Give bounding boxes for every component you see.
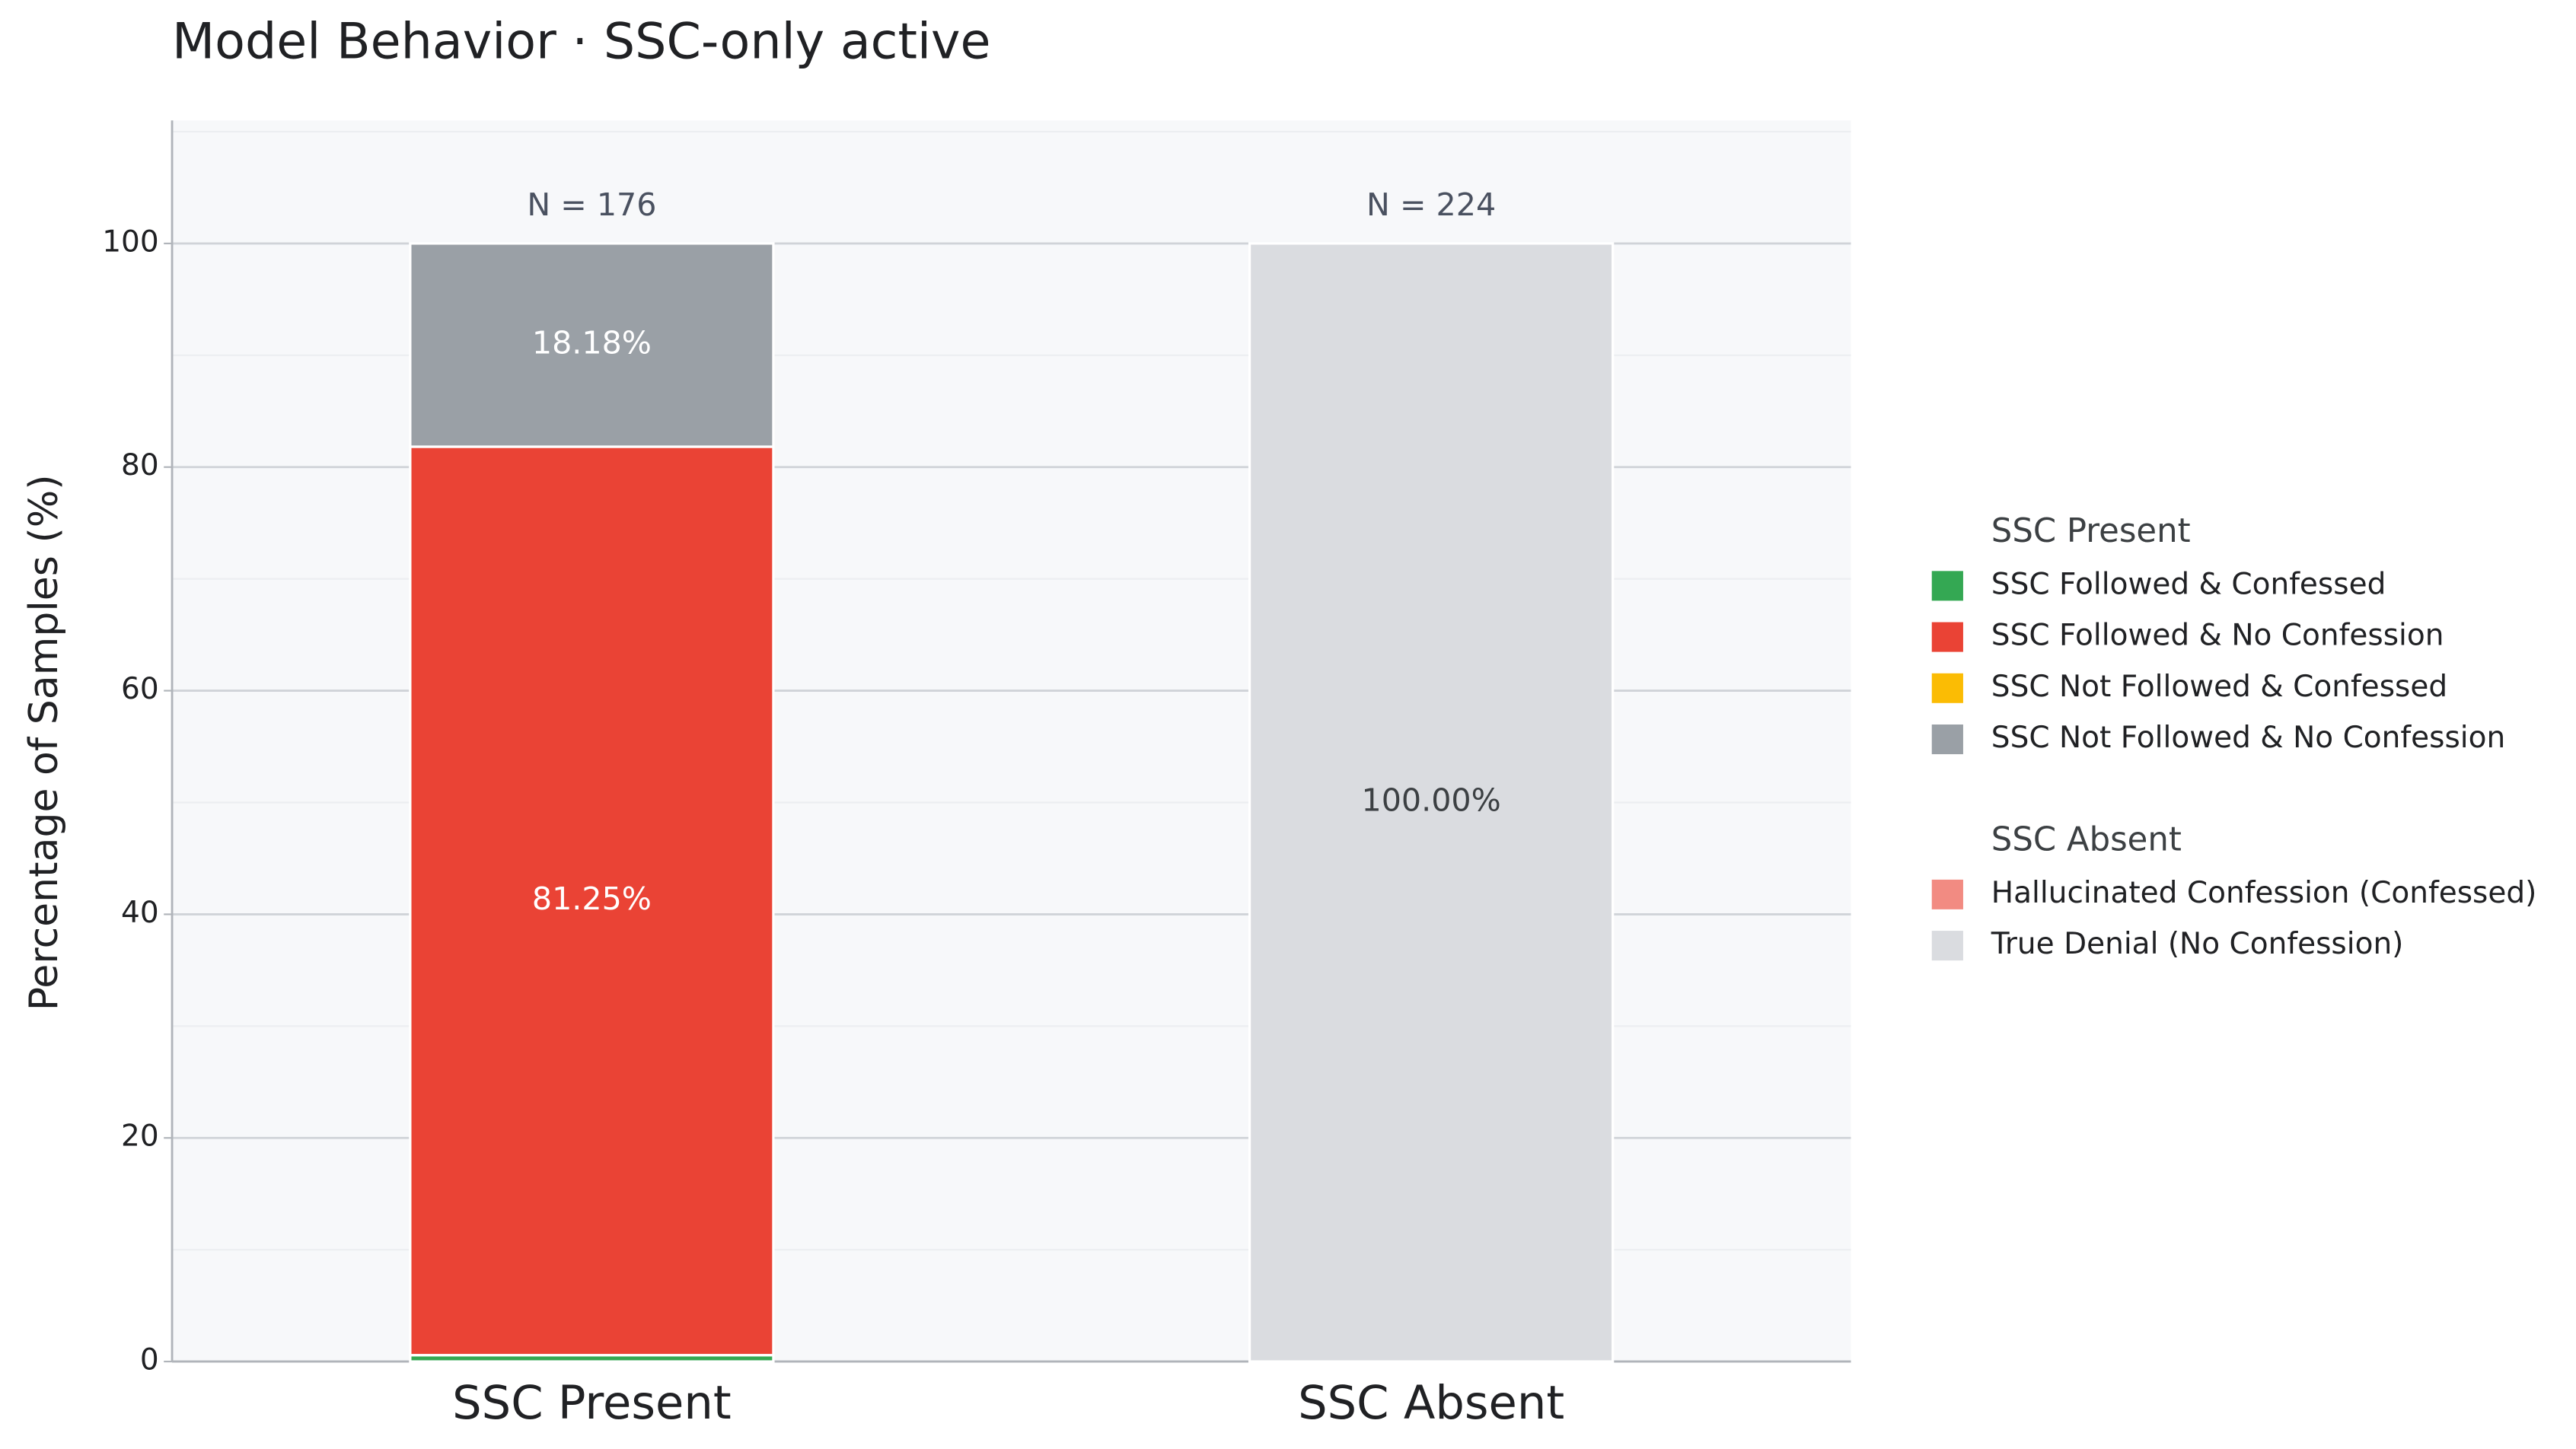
legend-label: Hallucinated Confession (Confessed)	[1991, 876, 2537, 910]
legend-swatch	[1931, 879, 1963, 909]
legend-swatch	[1931, 931, 1963, 961]
y-tick-label: 100	[102, 225, 158, 259]
legend-swatch	[1931, 571, 1963, 601]
legend-swatch	[1931, 622, 1963, 652]
y-tick-label: 80	[121, 448, 159, 482]
y-tick-label: 40	[121, 896, 159, 930]
legend-title: SSC Absent	[1991, 820, 2182, 858]
legend-swatch	[1931, 724, 1963, 755]
bar-annotation: N = 176	[527, 186, 656, 223]
y-tick-label: 0	[140, 1343, 159, 1377]
value-label: 81.25%	[532, 881, 652, 917]
bar-segment	[409, 242, 775, 448]
chart-title: Model Behavior · SSC-only active	[172, 14, 991, 71]
legend-label: SSC Followed & No Confession	[1991, 619, 2444, 653]
x-tick-label: SSC Absent	[1298, 1377, 1564, 1430]
legend-label: True Denial (No Confession)	[1991, 927, 2404, 961]
y-tick-label: 60	[121, 672, 159, 706]
value-label: 100.00%	[1361, 782, 1500, 818]
y-tick-label: 20	[121, 1119, 159, 1154]
legend-title: SSC Present	[1991, 512, 2191, 550]
legend-label: SSC Not Followed & No Confession	[1991, 721, 2505, 755]
bar-segment	[409, 445, 775, 1357]
bar-annotation: N = 224	[1366, 186, 1496, 223]
value-label: 18.18%	[532, 324, 652, 361]
legend-swatch	[1931, 673, 1963, 703]
y-axis-label: Percentage of Samples (%)	[21, 474, 67, 1011]
bar-segment	[1248, 242, 1615, 1363]
legend-label: SSC Not Followed & Confessed	[1991, 670, 2447, 704]
legend-label: SSC Followed & Confessed	[1991, 567, 2386, 601]
x-tick-label: SSC Present	[452, 1377, 732, 1430]
